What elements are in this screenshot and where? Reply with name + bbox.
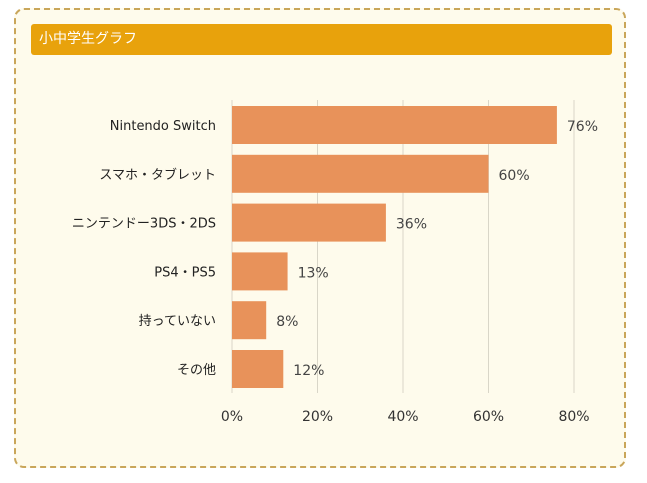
category-label: スマホ・タブレット bbox=[99, 167, 216, 183]
data-label: 36% bbox=[396, 217, 427, 233]
bar bbox=[232, 203, 386, 242]
x-tick-label: 80% bbox=[558, 409, 589, 425]
category-label: 持っていない bbox=[139, 314, 216, 329]
bar bbox=[232, 350, 284, 388]
bar bbox=[232, 252, 288, 291]
category-label: その他 bbox=[177, 363, 216, 378]
bar bbox=[232, 301, 267, 340]
data-label: 13% bbox=[298, 265, 329, 281]
bar bbox=[232, 106, 557, 144]
data-label: 12% bbox=[293, 363, 324, 379]
x-tick-label: 0% bbox=[221, 409, 243, 425]
bar bbox=[232, 154, 489, 193]
category-label: ニンテンドー3DS・2DS bbox=[72, 217, 216, 232]
data-label: 8% bbox=[276, 314, 298, 330]
x-tick-label: 40% bbox=[387, 409, 418, 425]
x-tick-label: 60% bbox=[473, 409, 504, 425]
data-label: 60% bbox=[499, 168, 530, 184]
category-label: Nintendo Switch bbox=[110, 119, 216, 134]
category-label: PS4・PS5 bbox=[154, 265, 216, 280]
data-label: 76% bbox=[567, 119, 598, 135]
x-tick-label: 20% bbox=[302, 409, 333, 425]
chart-title: 小中学生グラフ bbox=[31, 24, 612, 55]
